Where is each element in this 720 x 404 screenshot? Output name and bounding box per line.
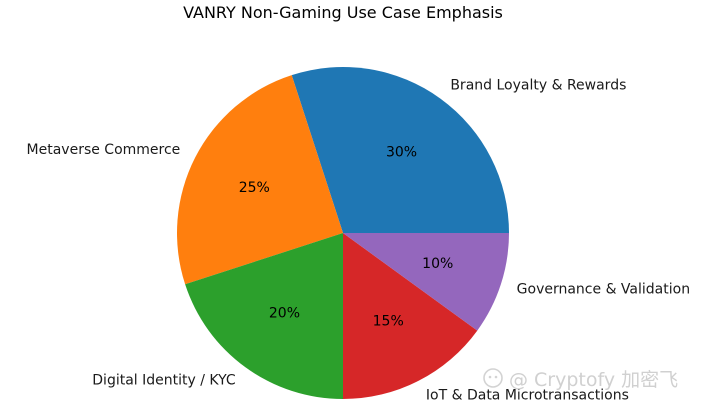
pie-slices	[177, 67, 509, 399]
pie-slice-governance-validation	[343, 233, 509, 331]
pie-slice-label: Brand Loyalty & Rewards	[450, 77, 626, 93]
pie-slice-label: Governance & Validation	[517, 281, 690, 297]
pie-slice-label: Digital Identity / KYC	[92, 373, 236, 389]
pie-labels: 30% Brand Loyalty & Rewards 25% Metaverse C…	[27, 77, 691, 403]
wechat-logo-icon	[483, 368, 503, 388]
pie-slice-label: IoT & Data Microtransactions	[426, 388, 629, 404]
pie-slice-digital-identity-kyc	[185, 233, 343, 399]
pie-slice-iot-data-microtransactions	[343, 233, 478, 399]
pie-percent-label: 25%	[239, 180, 270, 196]
pie-percent-label: 10%	[422, 256, 453, 272]
pie-slice-metaverse-commerce	[177, 75, 343, 285]
pie-slice-brand-loyalty-rewards	[291, 67, 509, 233]
pie-percent-label: 30%	[386, 144, 417, 160]
chart-title: VANRY Non-Gaming Use Case Emphasis	[183, 3, 503, 22]
watermark: @ Cryptofy 加密飞	[483, 368, 678, 391]
pie-percent-label: 20%	[269, 306, 300, 322]
pie-slice-label: Metaverse Commerce	[27, 142, 181, 158]
pie-percent-label: 15%	[373, 314, 404, 330]
watermark-text: @ Cryptofy 加密飞	[509, 369, 678, 391]
